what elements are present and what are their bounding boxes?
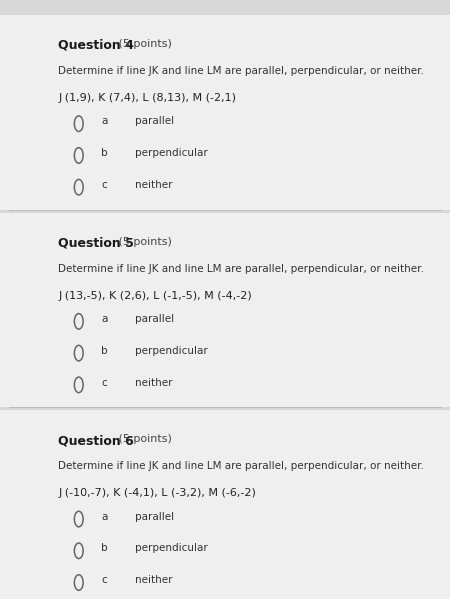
- Text: Question 6: Question 6: [58, 434, 134, 447]
- Text: neither: neither: [135, 575, 172, 585]
- Text: a: a: [101, 116, 108, 126]
- FancyBboxPatch shape: [0, 213, 450, 407]
- Text: Determine if line JK and line LM are parallel, perpendicular, or neither.: Determine if line JK and line LM are par…: [58, 264, 424, 274]
- Text: J (13,-5), K (2,6), L (-1,-5), M (-4,-2): J (13,-5), K (2,6), L (-1,-5), M (-4,-2): [58, 291, 252, 301]
- Text: perpendicular: perpendicular: [135, 346, 208, 356]
- Text: b: b: [101, 543, 108, 553]
- Text: c: c: [101, 575, 107, 585]
- Text: b: b: [101, 346, 108, 356]
- Text: a: a: [101, 512, 108, 522]
- Text: (5 points): (5 points): [115, 434, 171, 444]
- FancyBboxPatch shape: [0, 15, 450, 210]
- Text: parallel: parallel: [135, 314, 174, 324]
- Text: J (-10,-7), K (-4,1), L (-3,2), M (-6,-2): J (-10,-7), K (-4,1), L (-3,2), M (-6,-2…: [58, 488, 256, 498]
- Text: (5 points): (5 points): [115, 39, 171, 49]
- FancyBboxPatch shape: [0, 410, 450, 599]
- Text: c: c: [101, 377, 107, 388]
- Text: Determine if line JK and line LM are parallel, perpendicular, or neither.: Determine if line JK and line LM are par…: [58, 66, 424, 76]
- Text: J (1,9), K (7,4), L (8,13), M (-2,1): J (1,9), K (7,4), L (8,13), M (-2,1): [58, 93, 237, 103]
- Text: Question 4: Question 4: [58, 39, 135, 52]
- Text: Question 5: Question 5: [58, 237, 135, 250]
- Text: Determine if line JK and line LM are parallel, perpendicular, or neither.: Determine if line JK and line LM are par…: [58, 461, 424, 471]
- Text: parallel: parallel: [135, 116, 174, 126]
- Text: perpendicular: perpendicular: [135, 543, 208, 553]
- Text: c: c: [101, 180, 107, 190]
- Text: perpendicular: perpendicular: [135, 148, 208, 158]
- Text: a: a: [101, 314, 108, 324]
- Text: parallel: parallel: [135, 512, 174, 522]
- Text: neither: neither: [135, 180, 172, 190]
- Text: b: b: [101, 148, 108, 158]
- Text: neither: neither: [135, 377, 172, 388]
- Text: (5 points): (5 points): [115, 237, 171, 247]
